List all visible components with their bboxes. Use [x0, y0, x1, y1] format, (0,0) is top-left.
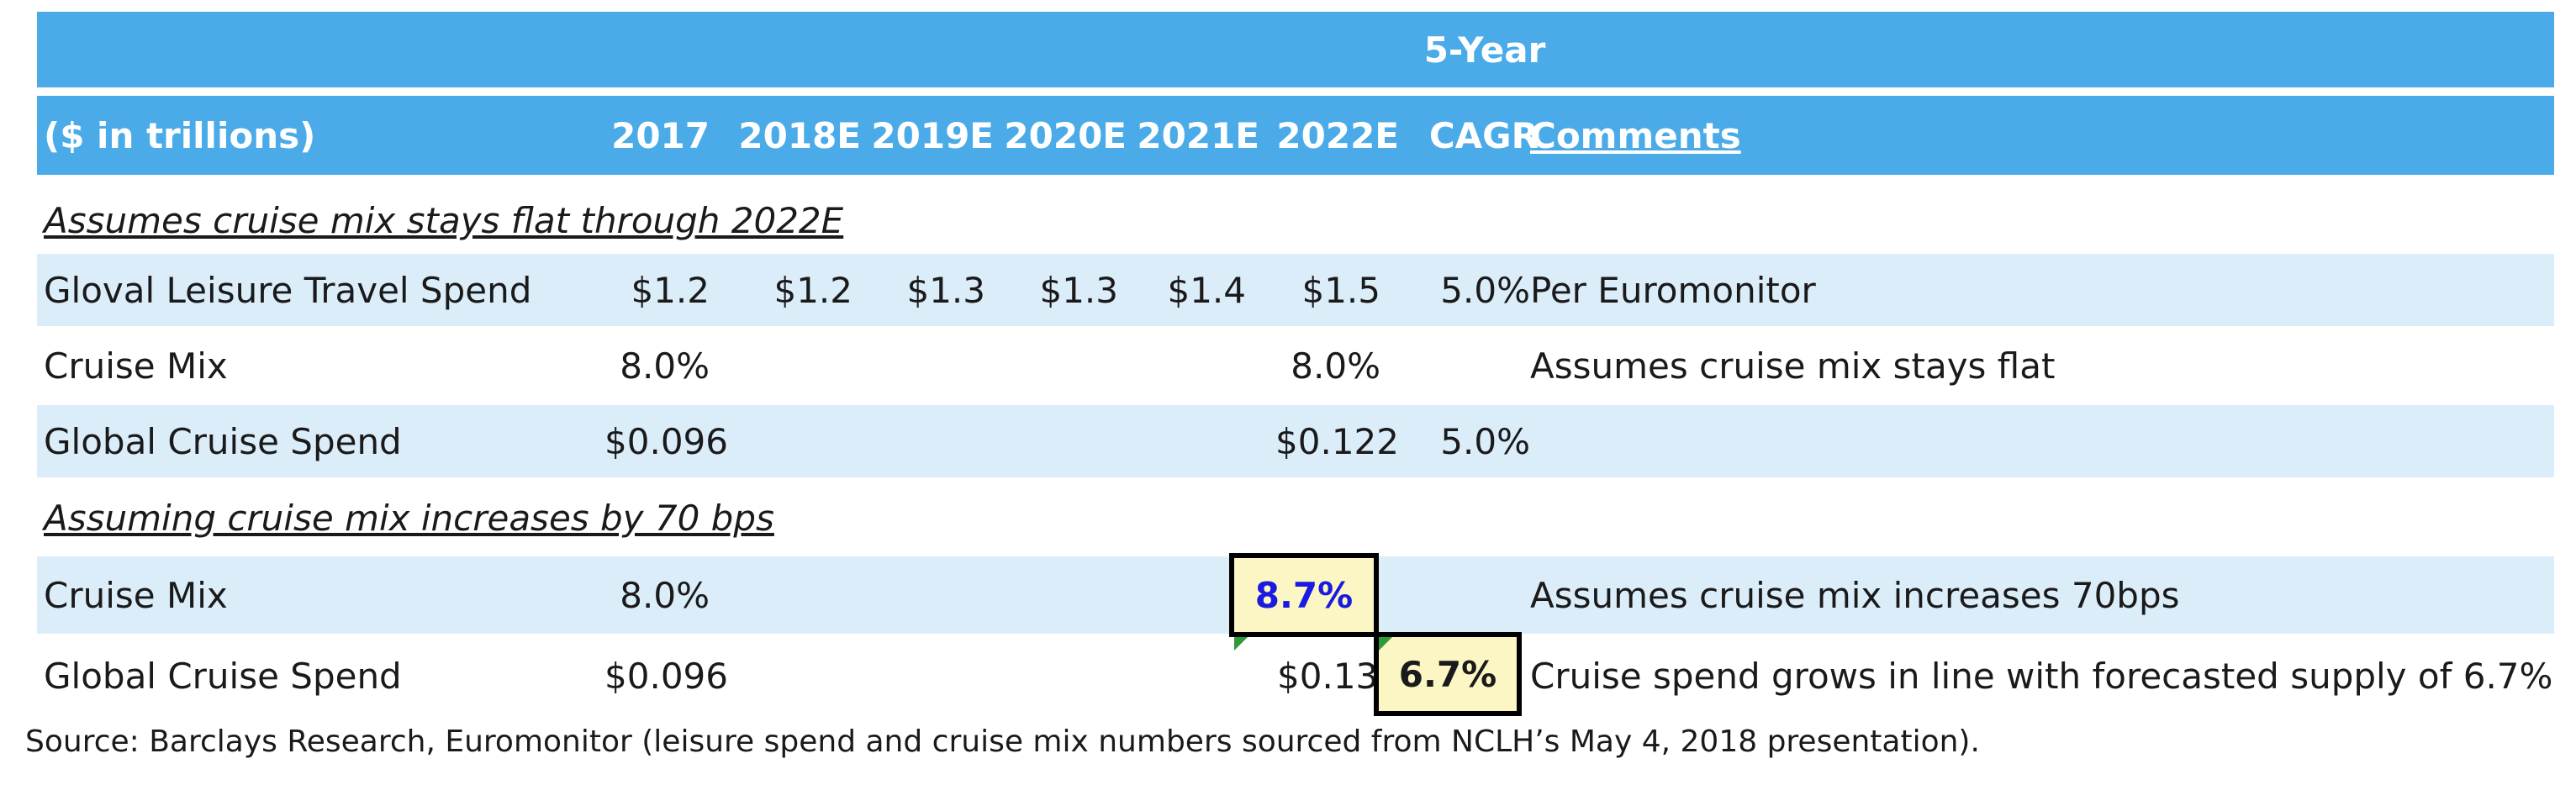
header-col-2022e: 2022E: [1276, 114, 1399, 156]
cell-comment: Assumes cruise mix stays flat: [1530, 345, 2056, 387]
cell-2019e: $1.3: [906, 269, 985, 311]
cell-2017: 8.0%: [620, 345, 710, 387]
cell-cagr: 5.0%: [1440, 420, 1530, 462]
header-col-2018e: 2018E: [738, 114, 861, 156]
cell-2022e: 8.0%: [1291, 345, 1380, 387]
cell-cagr: 5.0%: [1440, 269, 1530, 311]
row-label: Global Cruise Spend: [44, 655, 402, 697]
cell-comment: Per Euromonitor: [1530, 269, 1816, 311]
header-col-cagr: CAGR: [1428, 114, 1539, 156]
header-col-2021e: 2021E: [1137, 114, 1259, 156]
highlight-cell-cagr[interactable]: 6.7%: [1374, 632, 1522, 716]
cell-2017: $0.096: [604, 420, 728, 462]
section-title-row: Assuming cruise mix increases by 70 bps: [37, 487, 2554, 548]
table-row: Global Cruise Spend $0.096 $0.122 5.0%: [37, 405, 2554, 477]
header-col-2019e: 2019E: [871, 114, 994, 156]
row-label: Gloval Leisure Travel Spend: [44, 269, 532, 311]
header-row-columns: ($ in trillions) 2017 2018E 2019E 2020E …: [37, 96, 2554, 175]
header-unit-label: ($ in trillions): [44, 114, 316, 156]
comment-marker-icon: [1379, 637, 1392, 651]
header-five-year: 5-Year: [1423, 29, 1546, 71]
cell-comment: Cruise spend grows in line with forecast…: [1530, 655, 2553, 697]
comments-link[interactable]: Comments: [1530, 114, 1741, 156]
cell-2022e: $0.122: [1275, 420, 1399, 462]
cell-2017: $0.096: [604, 655, 728, 697]
section-title-row: Assumes cruise mix stays flat through 20…: [37, 190, 2554, 250]
cell-2021e: $1.4: [1167, 269, 1246, 311]
header-comments[interactable]: Comments: [1530, 96, 1741, 175]
header-row-super: 5-Year: [37, 12, 2554, 87]
table-row: Global Cruise Spend $0.096 $0.133 Cruise…: [37, 637, 2554, 714]
cell-2022e: $1.5: [1301, 269, 1380, 311]
cell-2018e: $1.2: [773, 269, 853, 311]
header-col-2017: 2017: [611, 114, 710, 156]
cell-2017: 8.0%: [620, 574, 710, 616]
row-label: Cruise Mix: [44, 574, 228, 616]
section-title-mix-increase: Assuming cruise mix increases by 70 bps: [44, 497, 774, 539]
cell-2017: $1.2: [631, 269, 710, 311]
comment-marker-icon: [1234, 637, 1248, 651]
source-note: Source: Barclays Research, Euromonitor (…: [25, 724, 1980, 759]
table-row: Cruise Mix 8.0% 8.0% Assumes cruise mix …: [37, 329, 2554, 402]
cell-comment: Assumes cruise mix increases 70bps: [1530, 574, 2180, 616]
row-label: Global Cruise Spend: [44, 420, 402, 462]
table-row: Gloval Leisure Travel Spend $1.2 $1.2 $1…: [37, 254, 2554, 326]
section-title-flat-mix: Assumes cruise mix stays flat through 20…: [44, 199, 844, 241]
highlight-cell-cruise-mix-2022e[interactable]: 8.7%: [1229, 553, 1379, 637]
cell-2020e: $1.3: [1039, 269, 1118, 311]
row-label: Cruise Mix: [44, 345, 228, 387]
header-col-2020e: 2020E: [1004, 114, 1127, 156]
